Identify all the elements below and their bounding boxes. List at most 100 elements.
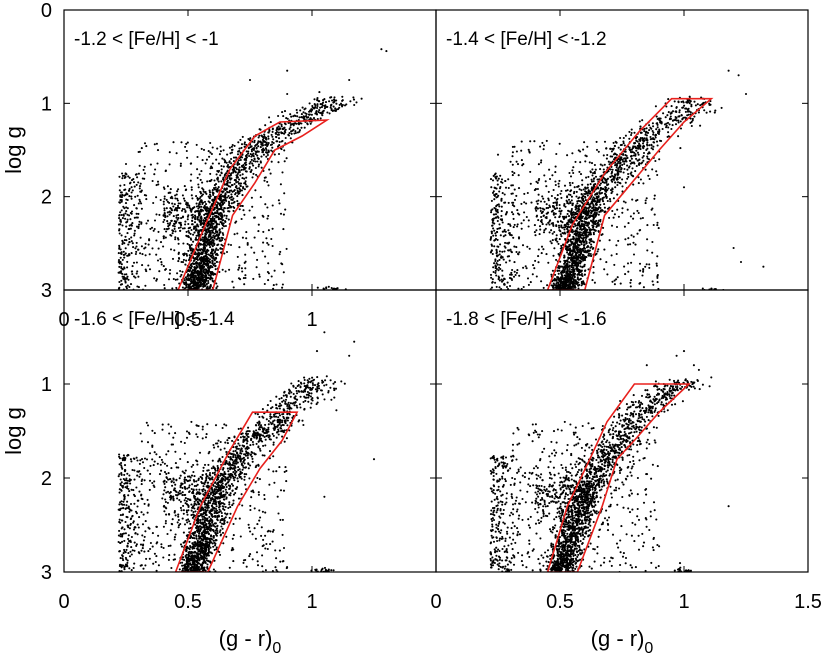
data-point [655, 133, 658, 137]
data-point [153, 277, 156, 280]
data-point [638, 120, 641, 123]
data-point [188, 231, 191, 234]
data-point [492, 190, 495, 193]
data-point [501, 192, 504, 195]
data-point [512, 275, 516, 278]
data-point [233, 233, 236, 236]
data-point [196, 176, 199, 179]
data-point [240, 217, 243, 221]
data-point [572, 242, 575, 245]
data-point [537, 219, 540, 222]
data-point [563, 204, 566, 207]
data-point [162, 245, 165, 248]
data-point [517, 174, 520, 177]
data-point [642, 151, 646, 155]
data-point [250, 158, 253, 161]
data-point [220, 168, 223, 171]
data-point [147, 264, 150, 267]
data-point [585, 176, 588, 179]
data-point [258, 275, 261, 278]
data-point [598, 184, 601, 187]
data-point [259, 140, 262, 143]
data-point [624, 273, 627, 276]
data-point [188, 265, 191, 269]
data-point [129, 283, 133, 286]
data-point [489, 178, 493, 181]
data-point [209, 206, 212, 209]
data-point [123, 273, 126, 276]
data-point [547, 206, 550, 209]
data-point [496, 245, 499, 248]
data-point [140, 222, 143, 225]
data-point [240, 168, 243, 171]
data-point [520, 140, 523, 143]
data-point [219, 217, 222, 220]
data-point [200, 238, 204, 241]
data-point [580, 284, 583, 287]
data-point [503, 193, 506, 196]
data-point [583, 273, 586, 276]
data-point [526, 245, 529, 248]
data-point [651, 137, 654, 140]
data-point [288, 127, 291, 131]
data-point [225, 161, 228, 164]
data-point [539, 206, 542, 210]
data-point [510, 273, 513, 276]
data-point [212, 255, 215, 258]
data-point [573, 259, 576, 262]
data-point [186, 218, 189, 221]
data-point [582, 259, 585, 262]
data-point [580, 243, 583, 246]
data-point [244, 170, 247, 173]
data-point [591, 207, 594, 210]
data-point [125, 206, 128, 209]
data-point [564, 189, 568, 192]
data-point [234, 178, 237, 181]
data-point [578, 228, 582, 231]
data-point [512, 217, 515, 220]
data-point [138, 164, 141, 167]
data-point [261, 214, 264, 217]
data-point [247, 147, 250, 150]
data-point [200, 199, 203, 202]
data-point [605, 261, 608, 264]
data-point [199, 285, 202, 288]
data-point [655, 128, 658, 131]
data-point [595, 140, 598, 143]
data-point [240, 182, 243, 185]
data-point [217, 197, 220, 200]
data-point [498, 258, 501, 261]
data-point [567, 223, 570, 226]
data-point [237, 192, 240, 195]
data-point [573, 233, 576, 236]
data-point [127, 278, 130, 281]
data-point [581, 179, 584, 182]
data-point [190, 214, 193, 217]
data-point [614, 186, 617, 189]
data-point [593, 163, 596, 167]
data-point [258, 273, 261, 276]
data-point [123, 253, 126, 256]
data-point [121, 268, 124, 271]
data-point [497, 177, 500, 180]
data-point [245, 176, 248, 179]
data-point [154, 168, 157, 171]
data-point [153, 173, 156, 176]
data-point [132, 246, 135, 249]
data-point [264, 255, 267, 258]
data-point [511, 184, 514, 187]
data-point [122, 205, 125, 208]
data-point [248, 78, 252, 82]
data-point [581, 253, 584, 256]
data-point [169, 268, 172, 272]
data-point [620, 167, 623, 170]
data-point [683, 116, 687, 119]
data-point [198, 252, 201, 255]
data-point [199, 228, 202, 232]
data-point [222, 165, 225, 168]
data-point [223, 207, 226, 210]
data-point [561, 280, 564, 283]
data-point [302, 115, 306, 118]
data-point [185, 149, 188, 153]
data-point [176, 237, 179, 240]
